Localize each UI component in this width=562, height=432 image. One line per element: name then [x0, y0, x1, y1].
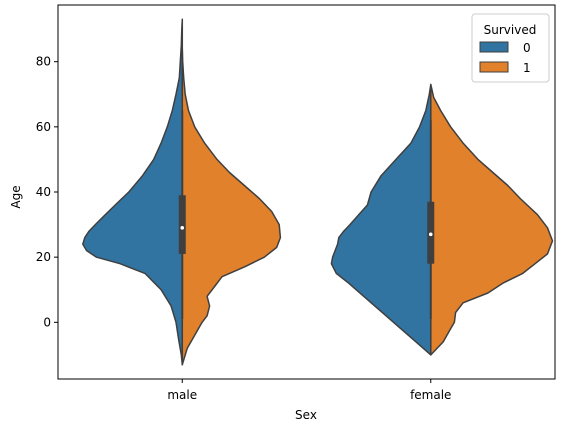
violin-male-survived-1 [181, 47, 282, 366]
y-axis-label: Age [9, 185, 23, 208]
y-axis: 0 20 40 60 80 [36, 55, 58, 329]
legend-title: Survived [484, 23, 537, 37]
violin-layer [82, 18, 554, 366]
x-axis-label: Sex [295, 408, 317, 422]
y-tick-label-60: 60 [36, 120, 51, 134]
legend-swatch-0 [479, 41, 509, 53]
y-tick-label-0: 0 [43, 315, 51, 329]
x-tick-label-female: female [410, 388, 451, 402]
y-tick-label-40: 40 [36, 185, 51, 199]
y-tick-label-80: 80 [36, 55, 51, 69]
violin-male-survived-0 [82, 18, 184, 366]
inner-box-male-iqr [178, 195, 186, 254]
inner-box-layer [178, 110, 435, 320]
legend: Survived 01 [471, 13, 550, 83]
legend-swatch-1 [479, 61, 509, 73]
inner-box-female-median [428, 232, 433, 237]
legend-label-1: 1 [523, 61, 531, 75]
inner-box-male-median [180, 226, 185, 230]
x-tick-label-male: male [167, 388, 197, 402]
legend-label-0: 0 [523, 41, 531, 55]
violin-female-survived-1 [430, 83, 554, 356]
violin-female-survived-0 [330, 83, 432, 356]
y-tick-label-20: 20 [36, 250, 51, 264]
x-axis: male female [167, 379, 451, 402]
legend-entries: 01 [479, 41, 531, 75]
